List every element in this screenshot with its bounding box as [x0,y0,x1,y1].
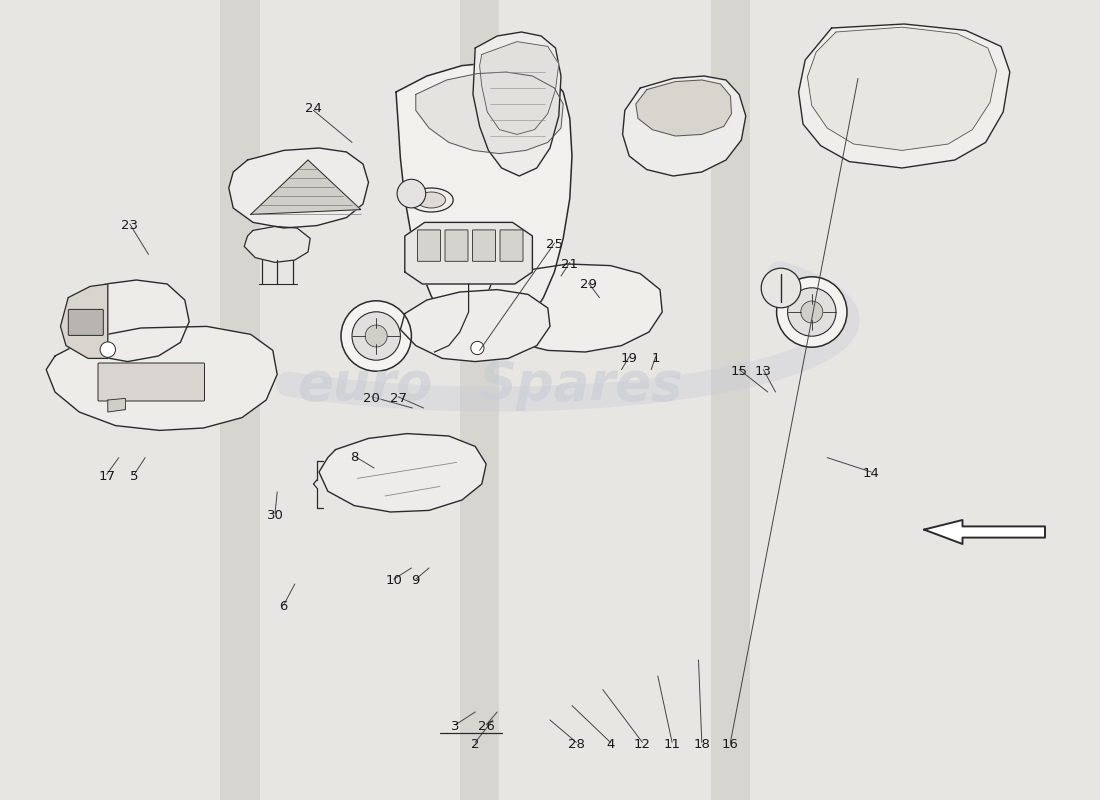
Text: 27: 27 [389,392,407,405]
Polygon shape [244,226,310,262]
Circle shape [788,288,836,336]
Polygon shape [60,284,108,358]
Text: 3: 3 [451,720,460,733]
Text: 19: 19 [620,352,638,365]
Circle shape [365,325,387,347]
Bar [460,0,499,800]
Text: 8: 8 [350,451,359,464]
Text: 14: 14 [862,467,880,480]
Text: 23: 23 [121,219,139,232]
Text: 9: 9 [411,574,420,587]
Polygon shape [396,62,572,342]
Polygon shape [416,72,563,154]
Text: euro: euro [297,359,432,411]
Polygon shape [108,398,125,412]
Text: 12: 12 [634,738,651,750]
Polygon shape [799,24,1010,168]
Polygon shape [482,264,662,352]
Circle shape [801,301,823,323]
Text: 28: 28 [568,738,585,750]
Polygon shape [623,76,746,176]
FancyBboxPatch shape [500,230,522,262]
Text: 18: 18 [693,738,711,750]
Polygon shape [46,326,277,430]
Text: 20: 20 [363,392,381,405]
Text: 17: 17 [98,470,116,482]
Ellipse shape [417,192,446,208]
Polygon shape [68,280,189,362]
Text: 6: 6 [279,600,288,613]
Polygon shape [480,42,559,134]
Circle shape [352,312,400,360]
Text: 25: 25 [546,238,563,251]
Text: 15: 15 [730,365,748,378]
Text: 1: 1 [651,352,660,365]
FancyBboxPatch shape [98,363,205,401]
Text: 30: 30 [266,509,284,522]
Polygon shape [473,32,561,176]
Ellipse shape [409,188,453,212]
Circle shape [397,179,426,208]
Text: 16: 16 [722,738,739,750]
Text: 5: 5 [130,470,139,482]
FancyBboxPatch shape [473,230,495,262]
Circle shape [761,268,801,308]
Polygon shape [636,80,732,136]
Circle shape [341,301,411,371]
Polygon shape [807,27,997,150]
Text: 13: 13 [755,365,772,378]
Text: 26: 26 [477,720,495,733]
FancyBboxPatch shape [68,310,103,335]
Text: 29: 29 [580,278,597,291]
Polygon shape [405,222,532,284]
FancyBboxPatch shape [418,230,440,262]
Circle shape [471,342,484,354]
Text: Spares: Spares [478,359,683,411]
Circle shape [100,342,116,358]
Polygon shape [924,520,1045,544]
Text: 10: 10 [385,574,403,587]
Polygon shape [400,290,550,362]
Polygon shape [229,148,368,228]
Text: 2: 2 [471,738,480,750]
Text: 4: 4 [606,738,615,750]
Text: 11: 11 [663,738,681,750]
Text: 21: 21 [561,258,579,270]
Bar [711,0,750,800]
Polygon shape [319,434,486,512]
FancyBboxPatch shape [446,230,468,262]
Bar [220,0,260,800]
Text: 24: 24 [305,102,322,115]
Polygon shape [251,160,361,214]
Circle shape [777,277,847,347]
